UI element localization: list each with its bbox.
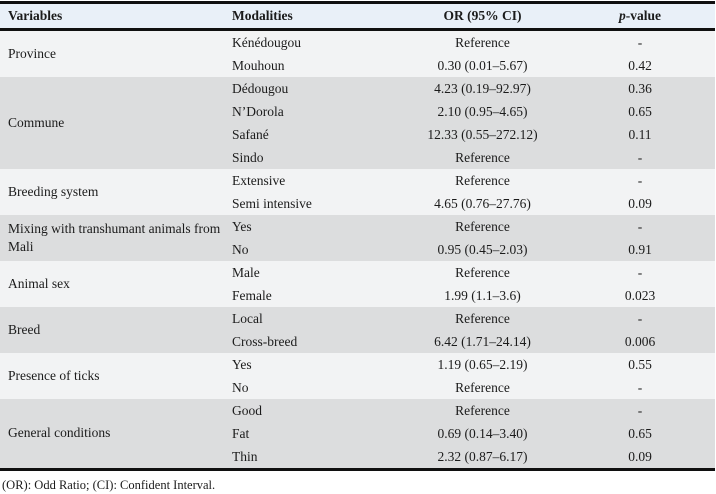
table-row: Commune Dédougou 4.23 (0.19–92.97) 0.36 [0,77,715,130]
variable-cell-animal-sex: Animal sex [8,275,70,291]
or-cell: 12.33 (0.55–272.12) [427,126,538,142]
odds-ratio-table: Variables Modalities OR (95% CI) p-value… [0,1,715,471]
p-value-cell: 0.11 [628,126,652,142]
modality-cell: Mouhoun [232,57,285,73]
or-cell: Reference [455,402,510,418]
p-value-cell: 0.42 [628,57,652,73]
modality-cell: Semi intensive [232,195,312,211]
p-value-cell: - [637,172,643,188]
modality-cell: Fat [232,425,250,441]
p-value-cell: - [637,310,643,326]
p-value-cell: 0.55 [628,356,652,372]
or-cell: Reference [455,34,510,50]
table-row: Breeding system Extensive Reference - [0,169,715,199]
table-header-row: Variables Modalities OR (95% CI) p-value [0,2,715,30]
or-cell: Reference [455,310,510,326]
or-cell: 4.23 (0.19–92.97) [434,80,531,96]
table-row: Presence of ticks Yes 1.19 (0.65–2.19) 0… [0,353,715,383]
p-value-cell: - [637,264,643,280]
or-cell: Reference [455,172,510,188]
p-value-cell: - [637,149,643,165]
or-cell: 2.10 (0.95–4.65) [437,103,528,119]
p-value-cell: 0.023 [624,287,656,303]
modality-cell: Yes [232,356,252,372]
modality-cell: Cross-breed [232,333,298,349]
variable-cell-mixing-transhumant: Mixing with transhumant animals from Mal… [8,220,221,254]
p-value-italic-p: p [619,8,626,23]
table-row: General conditions Good Reference - [0,399,715,440]
col-header-modalities: Modalities [232,8,293,23]
p-value-rest: -value [625,8,661,23]
p-value-cell: 0.36 [628,80,652,96]
or-cell: Reference [455,149,510,165]
modality-cell: Thin [232,448,258,464]
p-value-cell: 0.91 [628,241,652,257]
modality-cell: Dédougou [232,80,289,96]
p-value-cell: 0.09 [628,195,652,211]
table-row: Province Kénédougou Reference - [0,29,715,61]
p-value-cell: - [637,402,643,418]
p-value-cell: 0.09 [628,448,652,464]
table-header: Variables Modalities OR (95% CI) p-value [0,2,715,30]
p-value-cell: - [637,34,643,50]
modality-cell: Male [232,264,260,280]
modality-cell: Safané [232,126,269,142]
variable-cell-province: Province [8,45,56,61]
modality-cell: N’Dorola [232,103,284,119]
or-cell: 0.30 (0.01–5.67) [437,57,528,73]
table-row: Animal sex Male Reference - [0,261,715,291]
or-cell: 6.42 (1.71–24.14) [434,333,531,349]
modality-cell: No [232,379,249,395]
modality-cell: Yes [232,218,252,234]
modality-cell: No [232,241,249,257]
modality-cell: Local [232,310,263,326]
or-cell: 1.99 (1.1–3.6) [444,287,521,303]
p-value-cell: - [637,379,643,395]
variable-cell-breeding-system: Breeding system [8,183,99,199]
or-cell: 0.69 (0.14–3.40) [437,425,528,441]
or-cell: 4.65 (0.76–27.76) [434,195,531,211]
col-header-p-value: p-value [565,3,715,30]
table-footnote: (OR): Odd Ratio; (CI): Confident Interva… [2,478,216,492]
or-cell: Reference [455,218,510,234]
col-header-variables: Variables [8,8,63,23]
modality-cell: Sindo [232,149,264,165]
or-cell: 1.19 (0.65–2.19) [437,356,528,372]
table-row: Mixing with transhumant animals from Mal… [0,215,715,254]
variable-cell-breed: Breed [8,321,41,337]
or-cell: 2.32 (0.87–6.17) [437,448,528,464]
or-cell: Reference [455,264,510,280]
modality-cell: Extensive [232,172,286,188]
p-value-cell: - [637,218,643,234]
variable-cell-presence-of-ticks: Presence of ticks [8,367,100,383]
col-header-or-ci: OR (95% CI) [443,8,522,23]
p-value-cell: 0.65 [628,425,652,441]
p-value-cell: 0.65 [628,103,652,119]
modality-cell: Kénédougou [232,34,301,50]
or-cell: Reference [455,379,510,395]
variable-cell-commune: Commune [8,114,65,130]
table-row: Breed Local Reference - [0,307,715,337]
variable-cell-general-conditions: General conditions [8,425,111,441]
modality-cell: Good [232,402,262,418]
or-cell: 0.95 (0.45–2.03) [437,241,528,257]
table-body: Province Kénédougou Reference - Mouhoun … [0,29,715,470]
p-value-cell: 0.006 [624,333,656,349]
modality-cell: Female [232,287,272,303]
